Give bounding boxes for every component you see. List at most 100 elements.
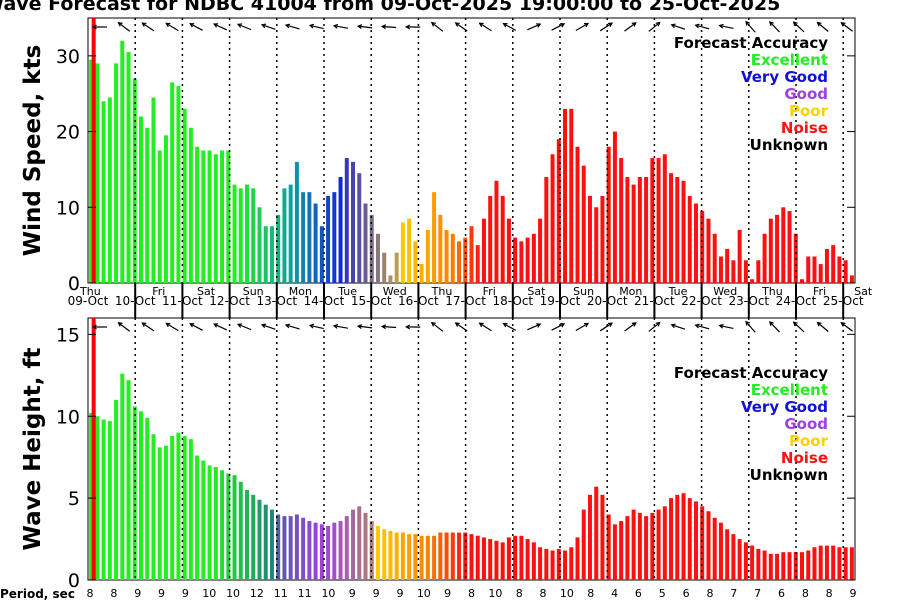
bar: [581, 165, 586, 283]
bar: [276, 514, 281, 580]
bar: [188, 127, 193, 284]
bar: [849, 275, 854, 283]
direction-arrow-icon: [624, 322, 637, 332]
bar: [531, 542, 536, 580]
bar: [687, 195, 692, 283]
bar: [363, 512, 368, 580]
bar: [388, 530, 393, 580]
bar: [563, 108, 568, 283]
bar: [681, 180, 686, 283]
y-tick-label: 10: [56, 197, 80, 219]
bar: [750, 545, 755, 580]
bar: [637, 512, 642, 580]
direction-arrow-icon: [502, 322, 517, 331]
bar: [351, 161, 356, 283]
legend-item: Very Good: [741, 398, 828, 416]
direction-arrow-icon: [745, 320, 756, 333]
legend-item: Poor: [789, 102, 829, 120]
bar: [213, 467, 218, 580]
direction-arrow-icon: [165, 22, 179, 32]
direction-arrow-icon: [430, 321, 444, 332]
y-tick-label: 0: [68, 273, 80, 295]
bar: [195, 146, 200, 283]
bar: [201, 150, 206, 283]
day-label: Sun: [243, 285, 264, 298]
bar: [319, 524, 324, 580]
bar: [575, 537, 580, 580]
bar: [600, 195, 605, 283]
bar: [457, 241, 462, 283]
bar: [457, 532, 462, 580]
bar: [375, 233, 380, 283]
bar: [768, 553, 773, 580]
bar: [294, 514, 299, 580]
legend-item: Excellent: [751, 51, 828, 69]
bar: [407, 218, 412, 283]
period-value: 10: [202, 587, 216, 600]
legend-item: Unknown: [750, 466, 828, 484]
bar: [282, 188, 287, 283]
direction-arrow-icon: [356, 24, 373, 29]
legend-title: Forecast Accuracy: [674, 364, 828, 382]
bar: [525, 539, 530, 580]
period-value: 9: [158, 587, 165, 600]
bar: [731, 260, 736, 283]
direction-arrow-icon: [670, 323, 686, 330]
bar: [706, 511, 711, 580]
bar: [195, 455, 200, 580]
direction-arrow-icon: [599, 22, 613, 32]
bar: [213, 154, 218, 283]
legend-item: Poor: [789, 432, 829, 450]
direction-arrow-icon: [213, 323, 228, 331]
direction-arrow-icon: [356, 324, 373, 329]
bar: [294, 161, 299, 283]
bar: [500, 195, 505, 283]
bar: [444, 532, 449, 580]
bar: [587, 494, 592, 580]
bar: [95, 416, 100, 580]
period-value: 8: [110, 587, 117, 600]
bar: [781, 207, 786, 283]
bar: [843, 547, 848, 580]
direction-arrow-icon: [792, 21, 805, 33]
bar: [114, 63, 119, 283]
direction-arrow-icon: [478, 22, 492, 32]
bar: [463, 532, 468, 580]
bar: [463, 237, 468, 283]
period-value: 8: [516, 587, 523, 600]
bar: [388, 275, 393, 283]
bar: [831, 245, 836, 283]
legend-item: Good: [784, 415, 828, 433]
bar: [675, 494, 680, 580]
wave-height-panel: 0 5 10 15 Wave Height, ft: [20, 317, 856, 592]
bar: [619, 158, 624, 283]
bar: [700, 506, 705, 580]
bar: [768, 218, 773, 283]
bar: [157, 447, 162, 580]
direction-arrow-icon: [380, 324, 397, 330]
bar: [313, 522, 318, 580]
bar: [263, 226, 268, 283]
bar: [787, 211, 792, 283]
bar: [319, 226, 324, 283]
period-value: 7: [730, 587, 737, 600]
bar: [718, 522, 723, 580]
y-axis-label: Wave Height, ft: [20, 348, 46, 551]
direction-arrow-icon: [91, 24, 107, 30]
bar: [263, 504, 268, 580]
y-tick-label: 0: [68, 570, 80, 592]
bar: [594, 207, 599, 283]
direction-arrow-icon: [527, 23, 542, 31]
bar: [743, 542, 748, 580]
period-value: 10: [417, 587, 431, 600]
period-value: 7: [754, 587, 761, 600]
bar: [326, 525, 331, 580]
bar: [687, 498, 692, 580]
bar: [581, 509, 586, 580]
bar: [394, 532, 399, 580]
direction-arrow-icon: [575, 322, 590, 332]
bar: [257, 499, 262, 580]
bar: [444, 230, 449, 283]
day-label: Thu: [431, 285, 453, 298]
